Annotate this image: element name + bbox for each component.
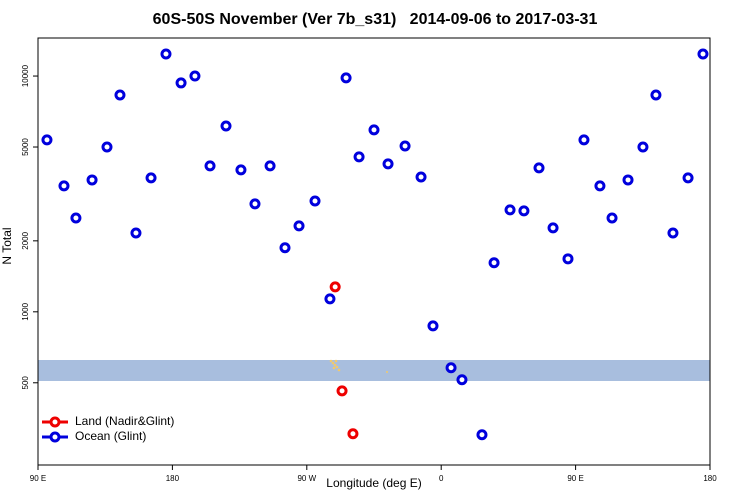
point: [650, 89, 662, 101]
x-tick-label: 90 W: [297, 474, 316, 483]
point: [175, 77, 187, 89]
point: [445, 362, 457, 374]
point: [518, 205, 530, 217]
point: [160, 48, 172, 60]
point: [324, 293, 336, 305]
point: [329, 281, 341, 293]
point: [382, 158, 394, 170]
point: [488, 257, 500, 269]
point: [547, 222, 559, 234]
point: [533, 162, 545, 174]
y-axis-label: N Total: [0, 227, 14, 264]
point: [336, 385, 348, 397]
point: [264, 160, 276, 172]
y-tick-label: 1000: [21, 302, 30, 320]
y-tick-label: 5000: [21, 138, 30, 156]
point: [476, 429, 488, 441]
point: [353, 151, 365, 163]
point: [667, 227, 679, 239]
point: [622, 174, 634, 186]
point: [399, 140, 411, 152]
shaded-band: [38, 360, 710, 381]
x-tick-label: 0: [439, 474, 444, 483]
legend-marker: [49, 431, 61, 443]
point: [606, 212, 618, 224]
x-tick-label: 180: [166, 474, 180, 483]
legend-marker: [49, 416, 61, 428]
point: [340, 72, 352, 84]
land-dots: [329, 359, 388, 373]
point: [86, 174, 98, 186]
point: [58, 180, 70, 192]
point: [114, 89, 126, 101]
point: [682, 172, 694, 184]
x-tick-label: 180: [703, 474, 717, 483]
point: [235, 164, 247, 176]
y-tick-label: 2000: [21, 231, 30, 249]
plot-frame: [37, 37, 711, 466]
x-axis-label: Longitude (deg E): [326, 476, 421, 490]
x-tick-label: 90 E: [567, 474, 583, 483]
point: [293, 220, 305, 232]
point: [456, 374, 468, 386]
point: [70, 212, 82, 224]
x-tick-label: 90 E: [30, 474, 46, 483]
point: [562, 253, 574, 265]
y-tick-label: 10000: [21, 64, 30, 87]
chart-title: 60S-50S November (Ver 7b_s31) 2014-09-06…: [153, 11, 598, 28]
point: [204, 160, 216, 172]
point: [637, 141, 649, 153]
point: [594, 180, 606, 192]
y-tick-label: 500: [21, 376, 30, 390]
point: [368, 124, 380, 136]
point: [101, 141, 113, 153]
point: [130, 227, 142, 239]
point: [427, 320, 439, 332]
point: [504, 204, 516, 216]
point: [347, 428, 359, 440]
point: [145, 172, 157, 184]
point: [697, 48, 709, 60]
point: [249, 198, 261, 210]
point: [189, 70, 201, 82]
point: [220, 120, 232, 132]
legend-label: Land (Nadir&Glint): [75, 414, 174, 428]
point: [578, 134, 590, 146]
point: [309, 195, 321, 207]
point: [415, 171, 427, 183]
legend-label: Ocean (Glint): [75, 429, 146, 443]
point: [279, 242, 291, 254]
point: [41, 134, 53, 146]
